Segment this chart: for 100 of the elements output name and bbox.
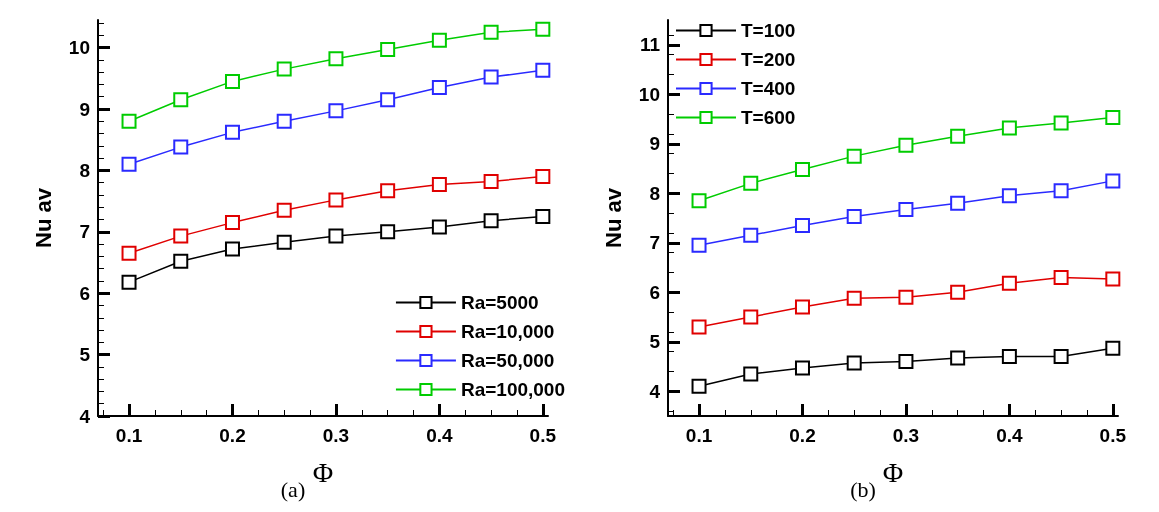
point [483,24,499,40]
y-tick-label: 7 [649,232,660,254]
point [173,253,189,269]
point [224,241,240,257]
point [950,284,966,300]
y-tick-label: 8 [649,182,660,204]
point [431,32,447,48]
x-tick-label: 0.3 [892,425,920,446]
text: (b) [850,476,876,502]
x-tick-label: 0.1 [685,425,713,446]
point [173,92,189,108]
legend-label: T=400 [741,78,796,99]
point [1001,188,1017,204]
x-axis-title: Φ [882,456,904,488]
point [898,289,914,305]
point [1053,183,1069,199]
y-tick-label: 5 [79,344,91,366]
point [121,245,137,261]
point [535,169,551,185]
point [743,227,759,243]
point [121,274,137,290]
x-tick-label: 0.5 [1099,425,1127,446]
point [483,213,499,229]
point [950,128,966,144]
point [276,202,292,218]
point [431,80,447,96]
point [691,237,707,253]
legend-label: Ra=50,000 [460,350,555,371]
point [898,202,914,218]
x-tick-label: 0.5 [529,425,557,446]
point [794,299,810,315]
x-tick-label: 0.3 [322,425,350,446]
point [173,139,189,155]
point [950,350,966,366]
point [431,177,447,193]
point [328,192,344,208]
point [950,195,966,211]
y-axis-title: Nu av [30,187,56,248]
point [846,355,862,371]
y-tick-label: 4 [649,380,661,402]
y-tick-label: 10 [638,83,660,105]
y-tick-label: 6 [79,282,90,304]
y-tick-label: 6 [649,281,660,303]
point [846,148,862,164]
point [691,193,707,209]
point [224,124,240,140]
point [743,366,759,382]
x-axis-title: Φ [312,456,334,488]
point [1001,275,1017,291]
point [794,217,810,233]
point [1105,340,1121,356]
point [276,61,292,77]
point [380,41,396,57]
point [328,51,344,67]
point [276,113,292,129]
point [121,113,137,129]
x-tick-label: 0.4 [996,425,1024,446]
y-tick-label: 4 [79,405,91,427]
point [1001,120,1017,136]
legend-label: Ra=100,000 [460,379,566,400]
x-tick-label: 0.4 [426,425,454,446]
y-tick-label: 8 [79,159,90,181]
point [1053,349,1069,365]
legend-label: T=100 [741,20,796,41]
point [328,103,344,119]
y-tick-label: 11 [639,34,661,56]
point [691,378,707,394]
point [846,290,862,306]
y-tick-label: 10 [68,37,90,59]
point [794,161,810,177]
legend-label: Ra=10,000 [460,321,555,342]
point [743,175,759,191]
x-tick-label: 0.2 [219,425,246,446]
point [328,228,344,244]
legend-label: T=600 [741,107,796,128]
point [121,156,137,172]
point [431,219,447,235]
y-tick-label: 9 [649,133,660,155]
y-tick-label: 5 [649,331,661,353]
point [1105,173,1121,189]
point [846,209,862,225]
point [1053,269,1069,285]
point [173,228,189,244]
point [276,234,292,250]
point [224,73,240,89]
point [1053,115,1069,131]
point [224,215,240,231]
point [898,354,914,370]
text: (a) [280,476,306,502]
point [535,62,551,78]
point [743,309,759,325]
point [483,69,499,85]
y-axis-title: Nu av [600,187,626,248]
point [380,92,396,108]
point [535,21,551,37]
y-tick-label: 7 [79,221,90,243]
point [1105,271,1121,287]
point [794,360,810,376]
legend-label: T=200 [741,49,796,70]
x-tick-label: 0.1 [115,425,143,446]
